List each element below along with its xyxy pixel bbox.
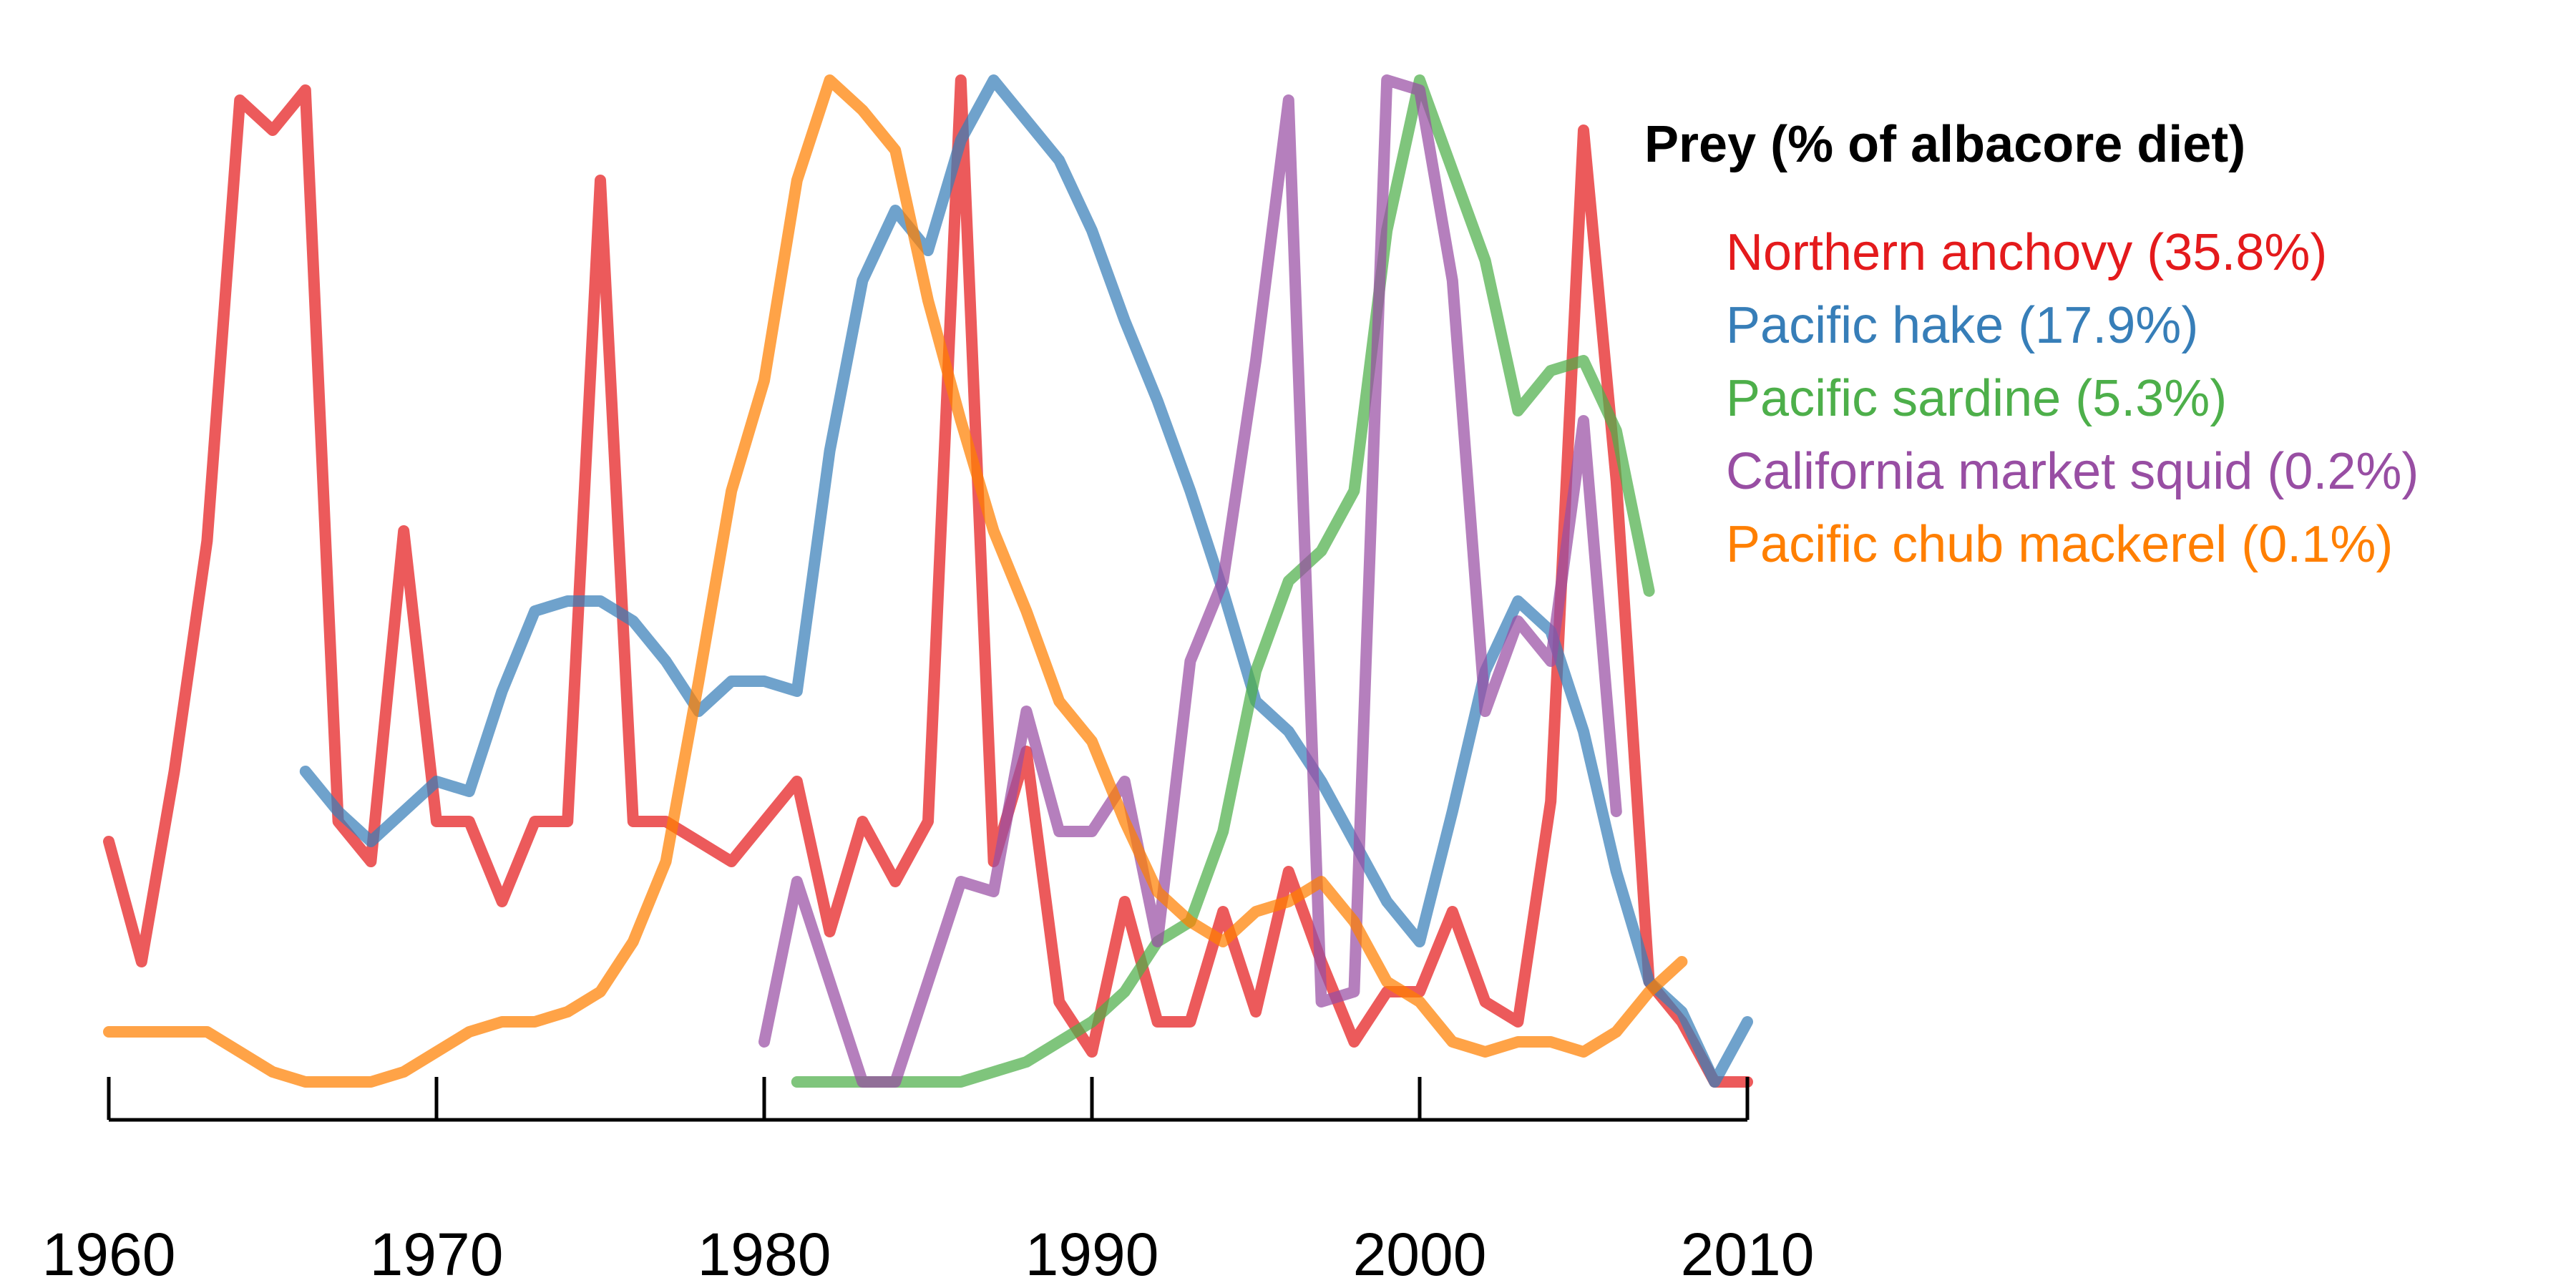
- legend-entry-california-market-squid: California market squid (0.2%): [1726, 443, 2419, 500]
- x-axis: 1960 1970 1980 1990 2000 2010: [42, 1077, 1815, 1288]
- x-tick-label: 1990: [1025, 1221, 1159, 1288]
- series-line-pacific-hake: [299, 74, 1753, 1088]
- x-tick-label: 2000: [1353, 1221, 1487, 1288]
- x-tick-label: 1980: [698, 1221, 831, 1288]
- legend-entry-pacific-chub-mackerel: Pacific chub mackerel (0.1%): [1726, 516, 2393, 573]
- x-tick-label: 1970: [370, 1221, 504, 1288]
- x-tick-label: 1960: [42, 1221, 176, 1288]
- series-lines: [103, 74, 1753, 1088]
- legend-entry-pacific-sardine: Pacific sardine (5.3%): [1726, 370, 2227, 427]
- x-tick-label: 2010: [1681, 1221, 1815, 1288]
- legend-entry-northern-anchovy: Northern anchovy (35.8%): [1726, 224, 2327, 281]
- series-line-california-market-squid: [758, 74, 1622, 1088]
- series-line-pacific-sardine: [791, 74, 1655, 1088]
- legend: Prey (% of albacore diet) Northern ancho…: [1644, 116, 2419, 573]
- legend-title: Prey (% of albacore diet): [1644, 116, 2245, 173]
- series-line-pacific-chub-mackerel: [103, 74, 1688, 1088]
- series-line-northern-anchovy: [103, 74, 1753, 1088]
- legend-entry-pacific-hake: Pacific hake (17.9%): [1726, 297, 2198, 354]
